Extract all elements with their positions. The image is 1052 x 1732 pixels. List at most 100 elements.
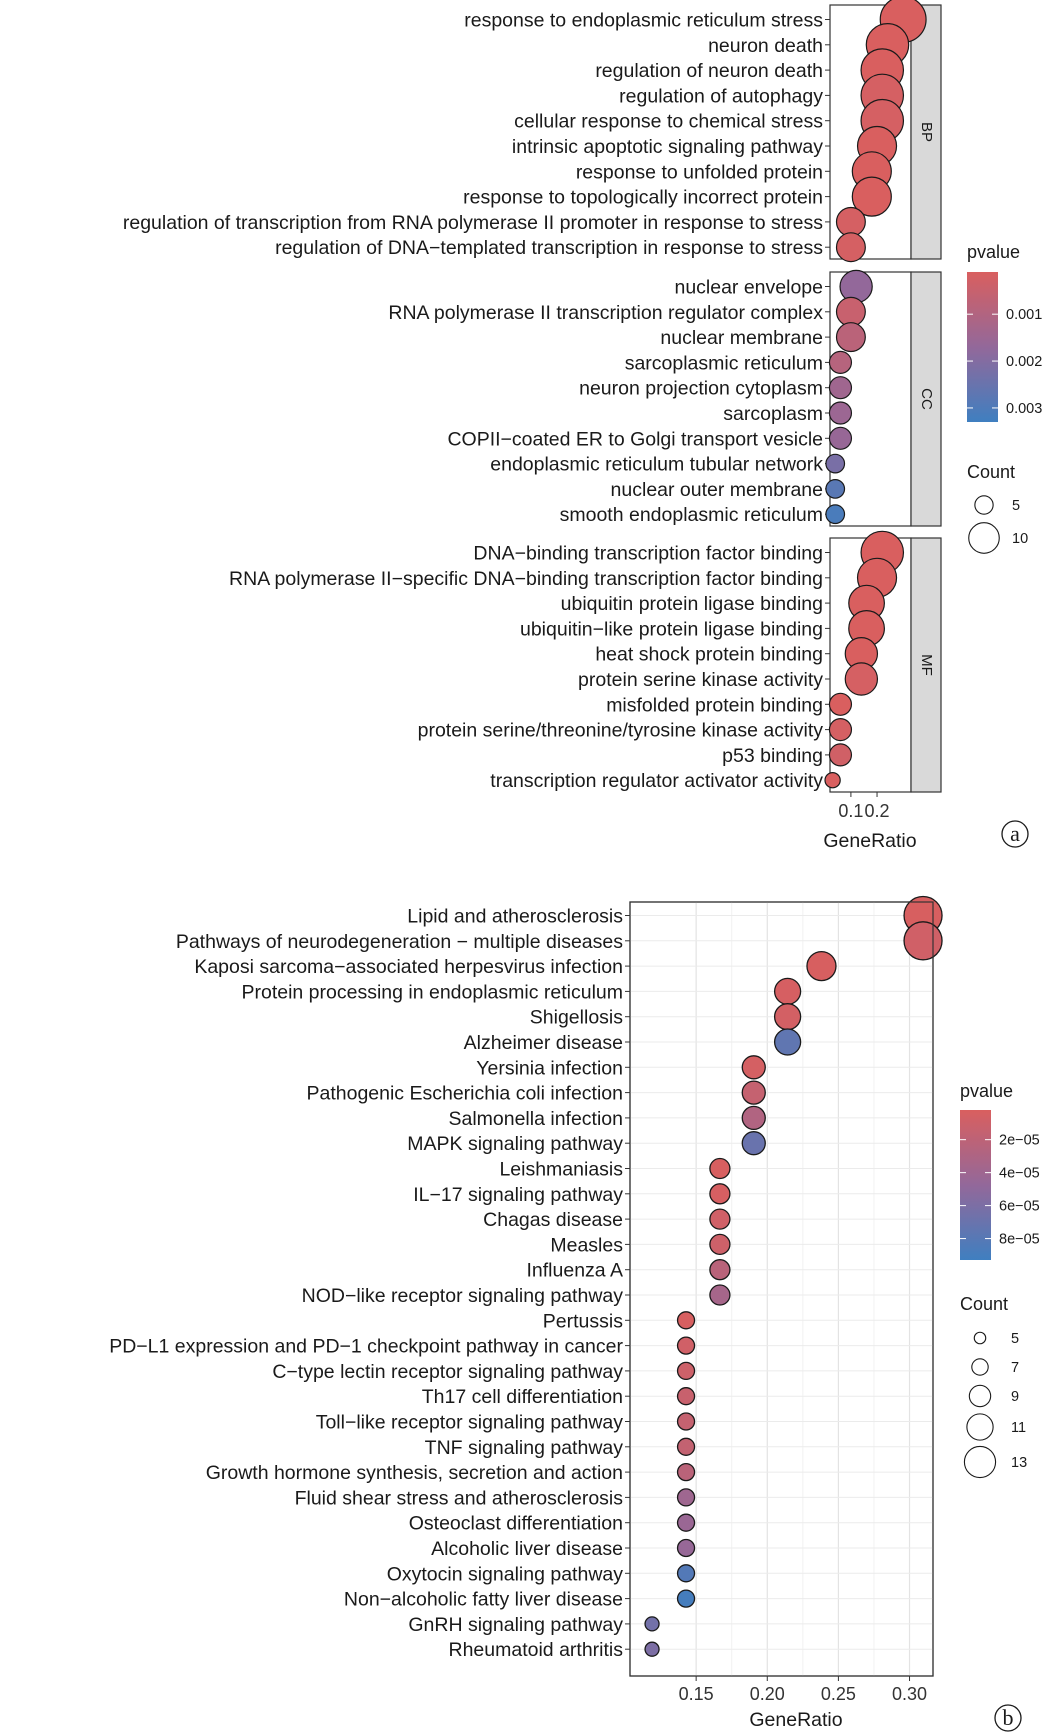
panel-b-x-tick-label: 0.25	[821, 1684, 856, 1704]
panel-a-term-label: COPII−coated ER to Golgi transport vesic…	[447, 428, 823, 450]
panel-b-point	[709, 1259, 731, 1281]
panel-b-x-tick-label: 0.15	[679, 1684, 714, 1704]
panel-a-term-label: ubiquitin−like protein ligase binding	[520, 618, 823, 640]
panel-b-term-label: IL−17 signaling pathway	[413, 1184, 623, 1206]
panel-b-point	[676, 1589, 696, 1608]
panel-a-count-legend-title: Count	[967, 462, 1015, 482]
panel-b-point	[709, 1157, 731, 1180]
panel-a-count-legend: Count 5 10	[967, 462, 1028, 554]
panel-b-point	[773, 1003, 802, 1031]
panel-b-pvalue-colorbar	[960, 1110, 991, 1260]
panel-b-term-label: C−type lectin receptor signaling pathway	[272, 1361, 623, 1383]
panel-b-point	[741, 1080, 766, 1105]
panel-b-term-label: TNF signaling pathway	[425, 1437, 624, 1459]
panel-b-term-label: Yersinia infection	[476, 1057, 623, 1079]
panel-a-term-label: endoplasmic reticulum tubular network	[490, 454, 823, 476]
panel-a-point	[828, 426, 853, 450]
panel-a-x-axis-title: GeneRatio	[823, 830, 916, 852]
panel-b-point	[676, 1437, 696, 1456]
panel-a-pvalue-legend-title: pvalue	[967, 242, 1020, 262]
panel-b-term-label: Oxytocin signaling pathway	[387, 1563, 624, 1585]
panel-a-term-label: regulation of transcription from RNA pol…	[123, 212, 823, 234]
panel-b-point	[676, 1513, 696, 1532]
panel-b-kegg-enrichment: Lipid and atherosclerosis Pathways of neu…	[109, 895, 1040, 1732]
panel-a-term-label: neuron death	[708, 35, 823, 57]
panel-b-plot-border	[629, 901, 934, 1677]
panel-a-term-label: protein serine kinase activity	[578, 669, 823, 691]
panel-b-term-label: Toll−like receptor signaling pathway	[316, 1412, 624, 1434]
panel-a-term-label: heat shock protein binding	[595, 644, 823, 666]
panel-b-point	[676, 1564, 696, 1583]
panel-b-point	[644, 1641, 660, 1657]
panel-b-colorbar-tick-label: 8e−05	[999, 1232, 1040, 1248]
panel-a-pvalue-colorbar	[967, 272, 998, 422]
panel-a-letter: a	[1001, 820, 1029, 848]
panel-b-pvalue-legend: pvalue 2e−05 4e−05 6e−05 8e−05	[960, 1081, 1040, 1260]
panel-b-colorbar-tick-label: 6e−05	[999, 1199, 1040, 1215]
panel-a-point	[828, 743, 853, 767]
panel-b-count-legend-title: Count	[960, 1294, 1008, 1314]
panel-a-x-tick-label: 0.2	[865, 801, 890, 821]
panel-b-term-label: Rheumatoid arthritis	[449, 1639, 624, 1661]
panel-a-count-circle	[968, 522, 1000, 554]
panel-a-count-items: 5 10	[968, 495, 1028, 554]
panel-a-term-label: regulation of neuron death	[595, 60, 823, 82]
panel-b-colorbar-tick-label: 2e−05	[999, 1133, 1040, 1149]
panel-b-colorbar-tick-label: 4e−05	[999, 1166, 1040, 1182]
panel-a-point	[825, 453, 846, 474]
panel-b-point	[903, 921, 943, 961]
panel-b-count-circle	[963, 1445, 997, 1479]
panel-b-term-label: Protein processing in endoplasmic reticu…	[241, 981, 623, 1003]
panel-b-term-label: Osteoclast differentiation	[409, 1513, 623, 1535]
panel-a-term-labels: response to endoplasmic reticulum stress…	[123, 10, 830, 792]
panel-a-point	[824, 772, 841, 789]
panel-a-point	[828, 717, 853, 742]
panel-b-term-label: Fluid shear stress and atherosclerosis	[295, 1487, 624, 1509]
panel-b-term-label: MAPK signaling pathway	[407, 1133, 623, 1155]
panel-b-point	[806, 950, 837, 982]
panel-a-term-label: misfolded protein binding	[606, 694, 823, 716]
panel-b-term-label: Th17 cell differentiation	[422, 1386, 623, 1408]
panel-b-term-label: Pathogenic Escherichia coli infection	[306, 1083, 623, 1105]
panel-b-point	[676, 1462, 696, 1482]
panel-a-point	[835, 296, 866, 327]
panel-a-facet-strip-box	[910, 4, 942, 260]
panel-b-point	[676, 1488, 696, 1507]
panel-a-pvalue-ticks: 0.001 0.002 0.003	[967, 307, 1042, 417]
panel-a-point	[844, 662, 879, 696]
panel-a-count-circle	[974, 495, 994, 515]
panel-a-term-label: response to unfolded protein	[576, 161, 823, 183]
panel-b-point	[709, 1284, 731, 1306]
panel-b-term-label: Growth hormone synthesis, secretion and …	[206, 1462, 623, 1484]
panel-a-point	[825, 479, 846, 499]
panel-a-point	[828, 692, 853, 716]
panel-a-term-label: intrinsic apoptotic signaling pathway	[512, 136, 823, 158]
panel-b-term-label: Chagas disease	[483, 1209, 623, 1231]
panel-b-count-label: 11	[1011, 1420, 1026, 1436]
panel-a-x-tick-label: 0.1	[838, 801, 863, 821]
panel-a-points	[824, 0, 927, 789]
panel-a-point	[835, 232, 866, 263]
panel-b-term-label: PD−L1 expression and PD−1 checkpoint pat…	[109, 1336, 623, 1358]
panel-a-colorbar-tick-label: 0.003	[1006, 401, 1042, 417]
panel-b-term-label: Shigellosis	[530, 1007, 623, 1029]
panel-b-term-label: Kaposi sarcoma−associated herpesvirus in…	[194, 956, 623, 978]
panel-b-term-label: Pertussis	[543, 1310, 623, 1332]
panel-b-term-label: Salmonella infection	[448, 1108, 623, 1130]
panel-a-facet-strip-box	[910, 537, 942, 793]
panel-b-term-label: Measles	[550, 1234, 623, 1256]
panel-a-term-label: smooth endoplasmic reticulum	[560, 504, 823, 526]
panel-a-point	[828, 401, 853, 425]
panel-b-x-axis-title: GeneRatio	[749, 1709, 842, 1731]
panel-b-point	[676, 1387, 696, 1406]
panel-a-term-label: cellular response to chemical stress	[514, 111, 823, 133]
panel-b-term-label: Alcoholic liver disease	[431, 1538, 623, 1560]
panel-b-term-label: Influenza A	[527, 1260, 624, 1282]
panel-a-term-label: DNA−binding transcription factor binding	[473, 543, 823, 565]
panel-b-points	[644, 895, 943, 1657]
panel-b-term-label: NOD−like receptor signaling pathway	[302, 1285, 624, 1307]
panel-a-go-enrichment: BP CC MF response to endoplasmic reticulum…	[123, 0, 1042, 852]
panel-b-point	[741, 1105, 766, 1131]
panel-b-count-label: 5	[1011, 1331, 1019, 1347]
panel-a-facet-strip-label: CC	[918, 388, 935, 410]
